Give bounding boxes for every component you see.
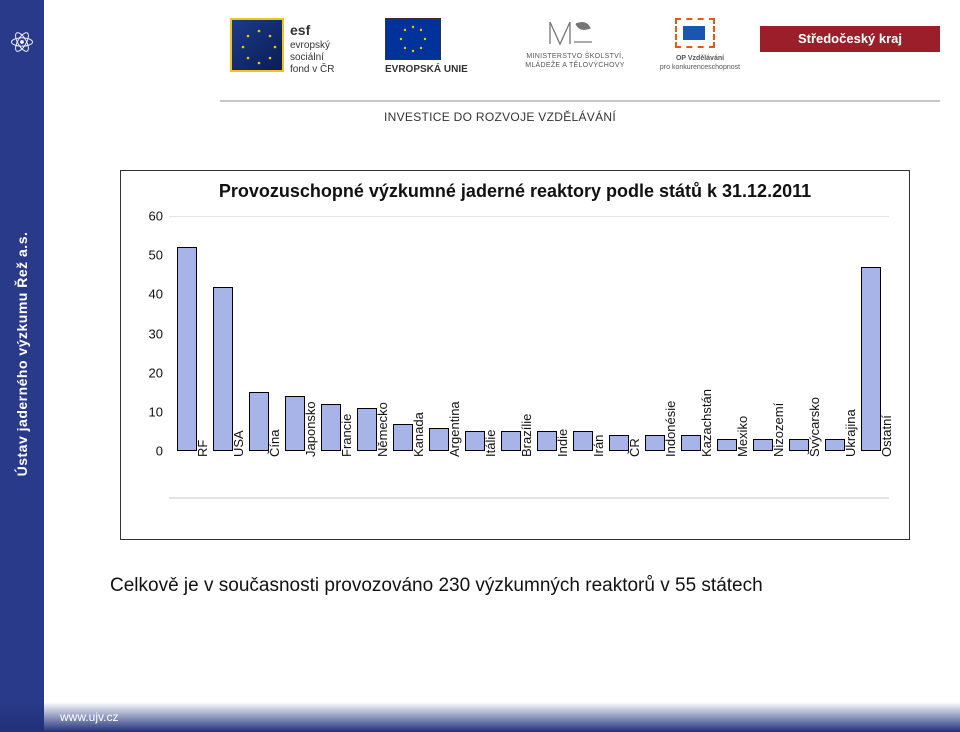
- bar: [501, 431, 521, 451]
- esf-title: esf: [290, 22, 310, 38]
- x-tick-labels: RFUSAČínaJaponskoFrancieNěmeckoKanadaArg…: [169, 451, 889, 541]
- x-tick: ČR: [627, 438, 642, 457]
- bar: [465, 431, 485, 451]
- chart-container: Provozuschopné výzkumné jaderné reaktory…: [120, 170, 910, 540]
- left-sidebar: Ústav jaderného výzkumu Řež a.s.: [0, 0, 44, 732]
- x-tick: Švýcarsko: [807, 397, 822, 457]
- y-tick: 10: [135, 404, 163, 419]
- logo-op: OP Vzdělávánípro konkurenceschopnost: [645, 18, 755, 88]
- x-tick: Irán: [591, 435, 606, 457]
- x-tick: Mexiko: [735, 416, 750, 457]
- x-tick: Brazílie: [519, 414, 534, 457]
- sidebar-label: Ústav jaderného výzkumu Řež a.s.: [14, 232, 30, 477]
- x-tick: Francie: [339, 414, 354, 457]
- x-tick: Ostatní: [879, 415, 894, 457]
- header-tagline: INVESTICE DO ROZVOJE VZDĚLÁVÁNÍ: [60, 110, 940, 124]
- bar: [681, 435, 701, 451]
- logo-msmt: MINISTERSTVO ŠKOLSTVÍ,MLÁDEŽE A TĚLOVÝCH…: [520, 18, 630, 88]
- y-tick: 50: [135, 248, 163, 263]
- x-tick: RF: [195, 440, 210, 457]
- x-tick: Japonsko: [303, 401, 318, 457]
- bar: [249, 392, 269, 451]
- eu-label: EVROPSKÁ UNIE: [385, 64, 468, 75]
- bar: [573, 431, 593, 451]
- x-tick: Kazachstán: [699, 389, 714, 457]
- op-icon: [675, 18, 715, 48]
- bar: [609, 435, 629, 451]
- x-tick: Indie: [555, 429, 570, 457]
- x-tick: Kanada: [411, 412, 426, 457]
- bar: [825, 439, 845, 451]
- y-tick: 60: [135, 209, 163, 224]
- y-tick: 40: [135, 287, 163, 302]
- x-tick: Německo: [375, 402, 390, 457]
- x-tick: Argentina: [447, 401, 462, 457]
- header-rule: [220, 100, 940, 102]
- bar: [429, 428, 449, 452]
- msmt-icon: [546, 18, 594, 48]
- x-tick: Čína: [267, 430, 282, 457]
- atom-icon: [8, 28, 36, 56]
- page: Ústav jaderného výzkumu Řež a.s. esf evr…: [0, 0, 960, 732]
- y-tick: 0: [135, 444, 163, 459]
- x-tick: Ukrajina: [843, 409, 858, 457]
- x-tick: Itálie: [483, 430, 498, 457]
- msmt-label: MINISTERSTVO ŠKOLSTVÍ,MLÁDEŽE A TĚLOVÝCH…: [520, 52, 630, 70]
- region-pill: Středočeský kraj: [760, 26, 940, 52]
- logo-eu: EVROPSKÁ UNIE: [385, 18, 505, 88]
- bar: [285, 396, 305, 451]
- esf-icon: [230, 18, 284, 72]
- x-tick: Indonésie: [663, 401, 678, 457]
- bar: [717, 439, 737, 451]
- x-tick: USA: [231, 430, 246, 457]
- bar: [789, 439, 809, 451]
- bar: [645, 435, 665, 451]
- bar: [177, 247, 197, 451]
- esf-subtitle: evropský sociální fond v ČR: [290, 40, 334, 76]
- summary-text: Celkově je v současnosti provozováno 230…: [110, 575, 763, 597]
- y-tick: 20: [135, 365, 163, 380]
- bar: [213, 287, 233, 452]
- x-tick: Nizozemí: [771, 403, 786, 457]
- header-logos: esf evropský sociální fond v ČR EVROPSKÁ…: [60, 10, 940, 130]
- bar: [753, 439, 773, 451]
- logo-esf: esf evropský sociální fond v ČR: [230, 18, 360, 88]
- bar: [393, 424, 413, 451]
- eu-flag-icon: [385, 18, 441, 60]
- bar: [321, 404, 341, 451]
- bar: [861, 267, 881, 451]
- y-tick: 30: [135, 326, 163, 341]
- op-label: OP Vzdělávánípro konkurenceschopnost: [645, 54, 755, 72]
- footer-url: www.ujv.cz: [60, 710, 118, 724]
- bar: [537, 431, 557, 451]
- chart-title: Provozuschopné výzkumné jaderné reaktory…: [135, 181, 895, 202]
- bar: [357, 408, 377, 451]
- footer-band: [0, 702, 960, 732]
